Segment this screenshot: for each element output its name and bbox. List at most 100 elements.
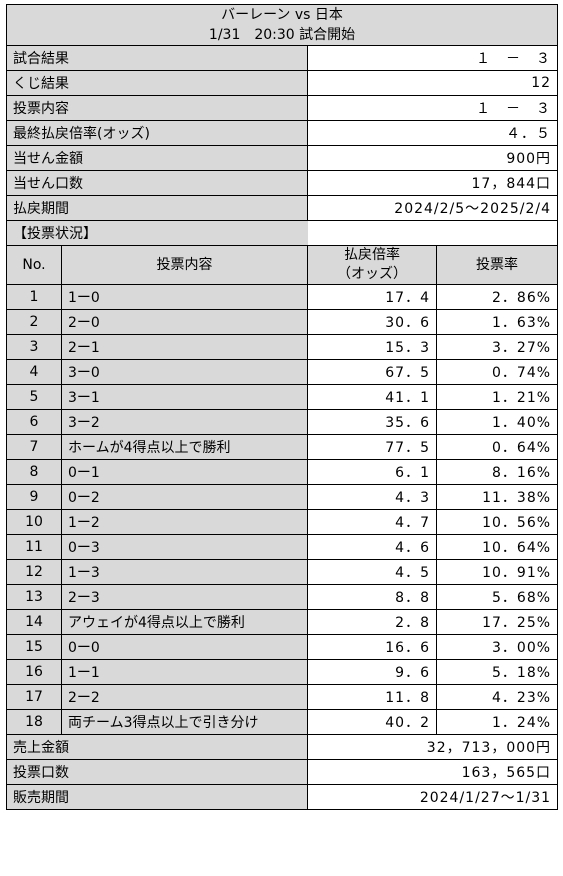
row-no: 9 xyxy=(6,484,62,510)
row-rate: 11．38% xyxy=(435,484,559,510)
row-content: 2ー2 xyxy=(61,684,308,710)
summary-value: ４．５ xyxy=(306,120,559,146)
table-row: 5 3ー1 41．1 1．21% xyxy=(6,384,559,410)
row-odds: 4．5 xyxy=(307,559,437,585)
table-row: 1 1ー0 17．4 2．86% xyxy=(6,284,559,310)
row-no: 12 xyxy=(6,559,62,585)
table-row: 3 2ー1 15．3 3．27% xyxy=(6,334,559,360)
summary-label: 当せん金額 xyxy=(6,145,308,171)
row-content: 2ー0 xyxy=(61,309,308,335)
summary-label: 最終払戻倍率(オッズ) xyxy=(6,120,308,146)
row-no: 17 xyxy=(6,684,62,710)
summary-row: 払戻期間 2024/2/5～2025/2/4 xyxy=(6,195,559,221)
row-odds: 17．4 xyxy=(307,284,437,310)
row-rate: 4．23% xyxy=(435,684,559,710)
match-header-row: バーレーン vs 日本 1/31 20:30 試合開始 xyxy=(5,4,559,46)
table-row: 7 ホームが4得点以上で勝利 77．5 0．64% xyxy=(6,434,559,460)
row-content: 3ー2 xyxy=(61,409,308,435)
row-odds: 15．3 xyxy=(307,334,437,360)
header-no: No. xyxy=(6,245,62,285)
summary-label: くじ結果 xyxy=(6,70,308,96)
header-rate: 投票率 xyxy=(435,245,559,285)
header-odds: 払戻倍率 （オッズ） xyxy=(307,245,437,285)
row-odds: 9．6 xyxy=(307,659,437,685)
row-rate: 3．00% xyxy=(435,634,559,660)
row-rate: 8．16% xyxy=(435,459,559,485)
footer-value: 163，565口 xyxy=(306,759,559,785)
row-no: 5 xyxy=(6,384,62,410)
row-rate: 1．63% xyxy=(435,309,559,335)
summary-label: 投票内容 xyxy=(6,95,308,121)
row-content: 1ー2 xyxy=(61,509,308,535)
footer-row: 売上金額 32，713，000円 xyxy=(6,734,559,760)
row-no: 8 xyxy=(6,459,62,485)
row-rate: 0．64% xyxy=(435,434,559,460)
row-content: 1ー3 xyxy=(61,559,308,585)
row-rate: 10．64% xyxy=(435,534,559,560)
row-rate: 1．24% xyxy=(435,709,559,735)
row-no: 13 xyxy=(6,584,62,610)
summary-label: 当せん口数 xyxy=(6,170,308,196)
table-row: 13 2ー3 8．8 5．68% xyxy=(6,584,559,610)
row-odds: 30．6 xyxy=(307,309,437,335)
column-header-row: No. 投票内容 払戻倍率 （オッズ） 投票率 xyxy=(6,245,559,285)
table-row: 16 1ー1 9．6 5．18% xyxy=(6,659,559,685)
match-header: バーレーン vs 日本 1/31 20:30 試合開始 xyxy=(5,4,559,46)
row-content: ホームが4得点以上で勝利 xyxy=(61,434,308,460)
row-odds: 2．8 xyxy=(307,609,437,635)
table-row: 2 2ー0 30．6 1．63% xyxy=(6,309,559,335)
row-content: 3ー0 xyxy=(61,359,308,385)
summary-row: 当せん金額 900円 xyxy=(6,145,559,171)
status-title-row: 【投票状況】 xyxy=(6,220,559,246)
summary-label: 払戻期間 xyxy=(6,195,308,221)
summary-row: 試合結果 １ － ３ xyxy=(6,45,559,71)
row-no: 6 xyxy=(6,409,62,435)
row-content: 0ー3 xyxy=(61,534,308,560)
footer-row: 販売期間 2024/1/27～1/31 xyxy=(6,784,559,810)
summary-label: 試合結果 xyxy=(6,45,308,71)
row-content: 0ー2 xyxy=(61,484,308,510)
summary-value: １ － ３ xyxy=(306,95,559,121)
table-row: 10 1ー2 4．7 10．56% xyxy=(6,509,559,535)
footer-label: 売上金額 xyxy=(6,734,308,760)
status-title: 【投票状況】 xyxy=(6,220,308,246)
row-odds: 40．2 xyxy=(307,709,437,735)
header-odds-line2: （オッズ） xyxy=(337,266,407,282)
row-no: 10 xyxy=(6,509,62,535)
summary-value: 17，844口 xyxy=(306,170,559,196)
row-no: 18 xyxy=(6,709,62,735)
status-title-blank xyxy=(307,220,559,246)
row-no: 3 xyxy=(6,334,62,360)
summary-value: １ － ３ xyxy=(306,45,559,71)
match-title: バーレーン vs 日本 xyxy=(221,7,343,23)
row-odds: 35．6 xyxy=(307,409,437,435)
row-content: 3ー1 xyxy=(61,384,308,410)
row-rate: 5．18% xyxy=(435,659,559,685)
table-row: 11 0ー3 4．6 10．64% xyxy=(6,534,559,560)
table-row: 18 両チーム3得点以上で引き分け 40．2 1．24% xyxy=(6,709,559,735)
row-odds: 4．6 xyxy=(307,534,437,560)
row-no: 16 xyxy=(6,659,62,685)
row-content: 2ー3 xyxy=(61,584,308,610)
row-content: 0ー0 xyxy=(61,634,308,660)
summary-row: 当せん口数 17，844口 xyxy=(6,170,559,196)
row-rate: 1．40% xyxy=(435,409,559,435)
row-rate: 2．86% xyxy=(435,284,559,310)
row-rate: 3．27% xyxy=(435,334,559,360)
summary-value: 2024/2/5～2025/2/4 xyxy=(306,195,559,221)
table-row: 17 2ー2 11．8 4．23% xyxy=(6,684,559,710)
row-odds: 4．7 xyxy=(307,509,437,535)
row-no: 2 xyxy=(6,309,62,335)
header-odds-line1: 払戻倍率 xyxy=(344,247,400,263)
footer-row: 投票口数 163，565口 xyxy=(6,759,559,785)
row-rate: 10．56% xyxy=(435,509,559,535)
row-odds: 11．8 xyxy=(307,684,437,710)
header-content: 投票内容 xyxy=(61,245,308,285)
table-row: 8 0ー1 6．1 8．16% xyxy=(6,459,559,485)
summary-row: くじ結果 12 xyxy=(6,70,559,96)
row-odds: 16．6 xyxy=(307,634,437,660)
table-row: 12 1ー3 4．5 10．91% xyxy=(6,559,559,585)
summary-row: 最終払戻倍率(オッズ) ４．５ xyxy=(6,120,559,146)
row-odds: 4．3 xyxy=(307,484,437,510)
row-rate: 10．91% xyxy=(435,559,559,585)
